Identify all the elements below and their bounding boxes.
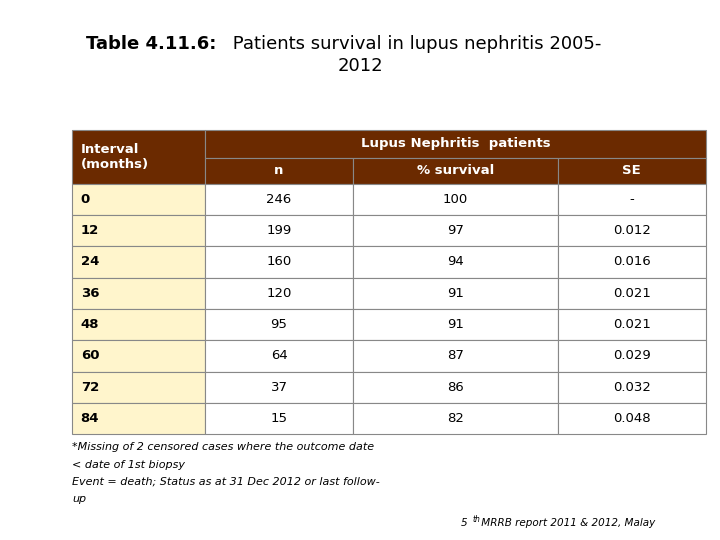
- Text: 100: 100: [443, 193, 468, 206]
- Text: 60: 60: [81, 349, 99, 362]
- Text: 91: 91: [447, 318, 464, 331]
- Text: 12: 12: [81, 224, 99, 237]
- Text: 120: 120: [266, 287, 292, 300]
- Text: 0: 0: [81, 193, 90, 206]
- Text: 246: 246: [266, 193, 292, 206]
- Text: 72: 72: [81, 381, 99, 394]
- Text: 160: 160: [266, 255, 292, 268]
- Text: Interval
(months): Interval (months): [81, 143, 149, 171]
- Text: 0.021: 0.021: [613, 318, 651, 331]
- Text: 36: 36: [81, 287, 99, 300]
- Text: 24: 24: [81, 255, 99, 268]
- Text: 15: 15: [271, 412, 287, 425]
- Text: 97: 97: [447, 224, 464, 237]
- Text: *Missing of 2 censored cases where the outcome date: *Missing of 2 censored cases where the o…: [72, 442, 374, 453]
- Text: < date of 1st biopsy: < date of 1st biopsy: [72, 460, 185, 470]
- Text: th: th: [472, 515, 480, 524]
- Text: SE: SE: [622, 164, 642, 177]
- Text: up: up: [72, 494, 86, 504]
- Text: -: -: [629, 193, 634, 206]
- Text: n: n: [274, 164, 284, 177]
- Text: 199: 199: [266, 224, 292, 237]
- Text: % survival: % survival: [417, 164, 494, 177]
- Text: 91: 91: [447, 287, 464, 300]
- Text: 84: 84: [81, 412, 99, 425]
- Text: 0.021: 0.021: [613, 287, 651, 300]
- Text: 0.032: 0.032: [613, 381, 651, 394]
- Text: 0.012: 0.012: [613, 224, 651, 237]
- Text: Lupus Nephritis  patients: Lupus Nephritis patients: [361, 137, 550, 150]
- Text: Event = death; Status as at 31 Dec 2012 or last follow-: Event = death; Status as at 31 Dec 2012 …: [72, 477, 379, 487]
- Text: 86: 86: [447, 381, 464, 394]
- Text: 5: 5: [461, 518, 467, 528]
- Text: 94: 94: [447, 255, 464, 268]
- Text: Patients survival in lupus nephritis 2005-: Patients survival in lupus nephritis 200…: [227, 35, 601, 53]
- Text: 2012: 2012: [337, 57, 383, 75]
- Text: 0.048: 0.048: [613, 412, 651, 425]
- Text: 48: 48: [81, 318, 99, 331]
- Text: 64: 64: [271, 349, 287, 362]
- Text: Table 4.11.6:: Table 4.11.6:: [86, 35, 217, 53]
- Text: 0.016: 0.016: [613, 255, 651, 268]
- Text: 37: 37: [271, 381, 287, 394]
- Text: 95: 95: [271, 318, 287, 331]
- Text: 0.029: 0.029: [613, 349, 651, 362]
- Text: MRRB report 2011 & 2012, Malay: MRRB report 2011 & 2012, Malay: [478, 518, 655, 528]
- Text: 87: 87: [447, 349, 464, 362]
- Text: 82: 82: [447, 412, 464, 425]
